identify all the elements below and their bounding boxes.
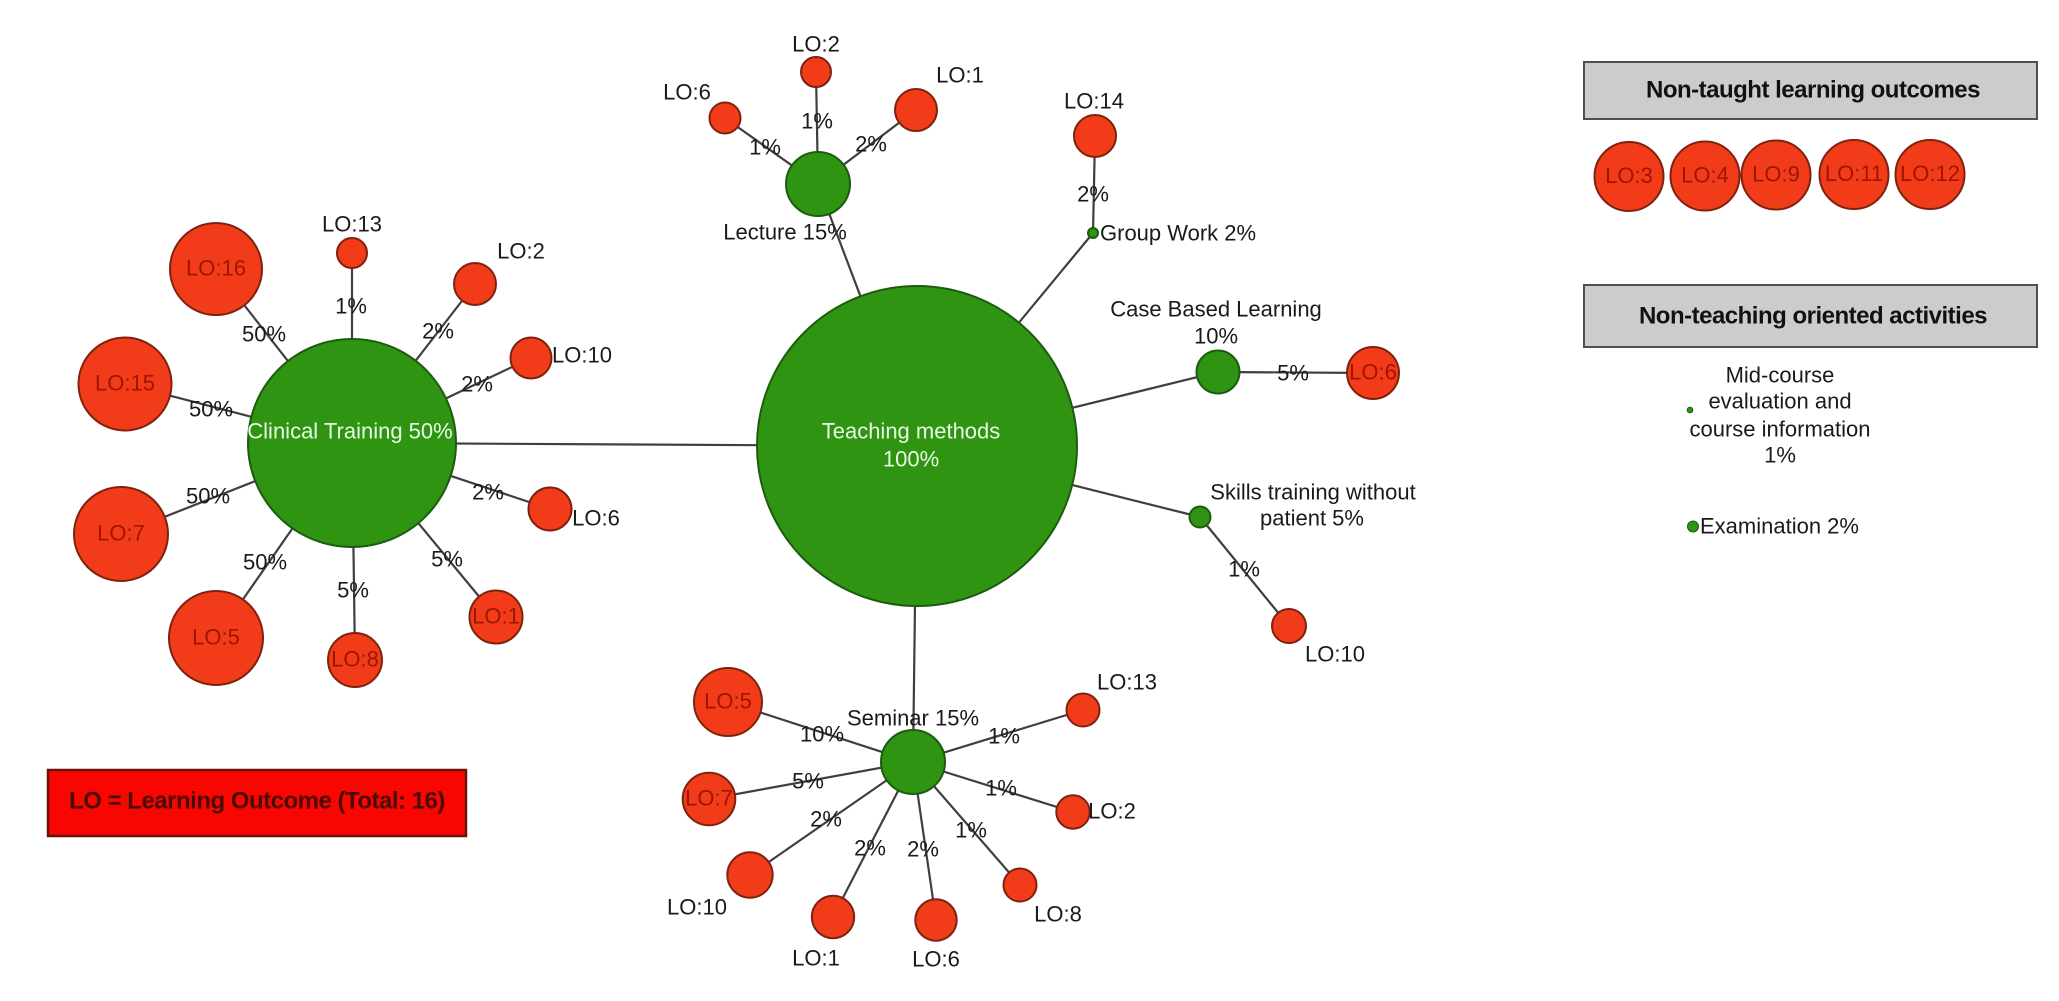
svg-text:LO:14: LO:14 — [1064, 89, 1124, 114]
svg-text:2%: 2% — [907, 837, 939, 862]
svg-text:1%: 1% — [335, 294, 367, 319]
svg-text:100%: 100% — [883, 447, 939, 472]
svg-text:2%: 2% — [1077, 182, 1109, 207]
svg-text:2%: 2% — [461, 372, 493, 397]
svg-text:Clinical Training 50%: Clinical Training 50% — [247, 419, 452, 444]
svg-text:Lecture 15%: Lecture 15% — [723, 220, 847, 245]
svg-text:course information: course information — [1690, 417, 1871, 442]
svg-text:LO:13: LO:13 — [322, 212, 382, 237]
svg-text:2%: 2% — [855, 132, 887, 157]
svg-text:5%: 5% — [792, 769, 824, 794]
svg-text:Non-teaching oriented activiti: Non-teaching oriented activities — [1639, 303, 1987, 330]
svg-text:Seminar 15%: Seminar 15% — [847, 706, 979, 731]
svg-text:patient 5%: patient 5% — [1260, 506, 1364, 531]
svg-text:2%: 2% — [422, 319, 454, 344]
svg-text:10%: 10% — [1194, 324, 1238, 349]
svg-text:LO:7: LO:7 — [97, 521, 145, 546]
svg-text:LO:13: LO:13 — [1097, 670, 1157, 695]
svg-text:2%: 2% — [472, 480, 504, 505]
svg-text:Non-taught learning outcomes: Non-taught learning outcomes — [1646, 77, 1980, 104]
svg-text:1%: 1% — [801, 109, 833, 134]
svg-text:2%: 2% — [854, 836, 886, 861]
svg-text:Case Based Learning: Case Based Learning — [1110, 297, 1322, 322]
svg-text:LO:3: LO:3 — [1605, 163, 1653, 188]
svg-text:5%: 5% — [431, 547, 463, 572]
svg-text:1%: 1% — [749, 135, 781, 160]
svg-text:LO:7: LO:7 — [685, 786, 733, 811]
svg-text:LO:9: LO:9 — [1752, 162, 1800, 187]
svg-text:1%: 1% — [1228, 557, 1260, 582]
svg-text:1%: 1% — [1764, 443, 1796, 468]
svg-text:2%: 2% — [810, 807, 842, 832]
svg-text:LO:12: LO:12 — [1900, 161, 1960, 186]
svg-text:LO:11: LO:11 — [1825, 161, 1883, 186]
svg-text:50%: 50% — [189, 397, 233, 422]
svg-text:Teaching methods: Teaching methods — [822, 419, 1001, 444]
svg-text:LO:6: LO:6 — [663, 80, 711, 105]
svg-text:LO:10: LO:10 — [667, 895, 727, 920]
svg-text:Mid-course: Mid-course — [1726, 363, 1835, 388]
svg-text:LO:15: LO:15 — [95, 371, 155, 396]
svg-text:Group Work 2%: Group Work 2% — [1100, 221, 1256, 246]
svg-text:evaluation and: evaluation and — [1708, 389, 1851, 414]
svg-text:LO:8: LO:8 — [1034, 902, 1082, 927]
svg-text:50%: 50% — [243, 550, 287, 575]
svg-text:LO:16: LO:16 — [186, 256, 246, 281]
svg-text:LO:6: LO:6 — [912, 947, 960, 972]
svg-text:LO:1: LO:1 — [472, 604, 520, 629]
svg-text:LO:2: LO:2 — [792, 32, 840, 57]
svg-text:1%: 1% — [955, 818, 987, 843]
svg-text:10%: 10% — [800, 722, 844, 747]
svg-text:LO:2: LO:2 — [497, 239, 545, 264]
svg-text:5%: 5% — [1277, 361, 1309, 386]
svg-text:LO:5: LO:5 — [704, 689, 752, 714]
svg-text:1%: 1% — [988, 724, 1020, 749]
svg-text:50%: 50% — [242, 322, 286, 347]
svg-text:LO:6: LO:6 — [572, 506, 620, 531]
svg-text:LO:1: LO:1 — [936, 63, 984, 88]
svg-text:LO:10: LO:10 — [1305, 642, 1365, 667]
svg-text:LO:8: LO:8 — [331, 647, 379, 672]
svg-text:Examination 2%: Examination 2% — [1700, 514, 1859, 539]
svg-text:LO:5: LO:5 — [192, 625, 240, 650]
svg-text:LO:1: LO:1 — [792, 946, 840, 971]
svg-text:5%: 5% — [337, 578, 369, 603]
svg-text:50%: 50% — [186, 484, 230, 509]
svg-text:LO = Learning Outcome (Total:: LO = Learning Outcome (Total: 16) — [69, 788, 445, 815]
svg-text:LO:2: LO:2 — [1088, 799, 1136, 824]
svg-text:Skills training without: Skills training without — [1210, 480, 1415, 505]
svg-text:1%: 1% — [985, 776, 1017, 801]
svg-text:LO:10: LO:10 — [552, 343, 612, 368]
svg-text:LO:4: LO:4 — [1681, 163, 1729, 188]
svg-text:LO:6: LO:6 — [1349, 360, 1397, 385]
